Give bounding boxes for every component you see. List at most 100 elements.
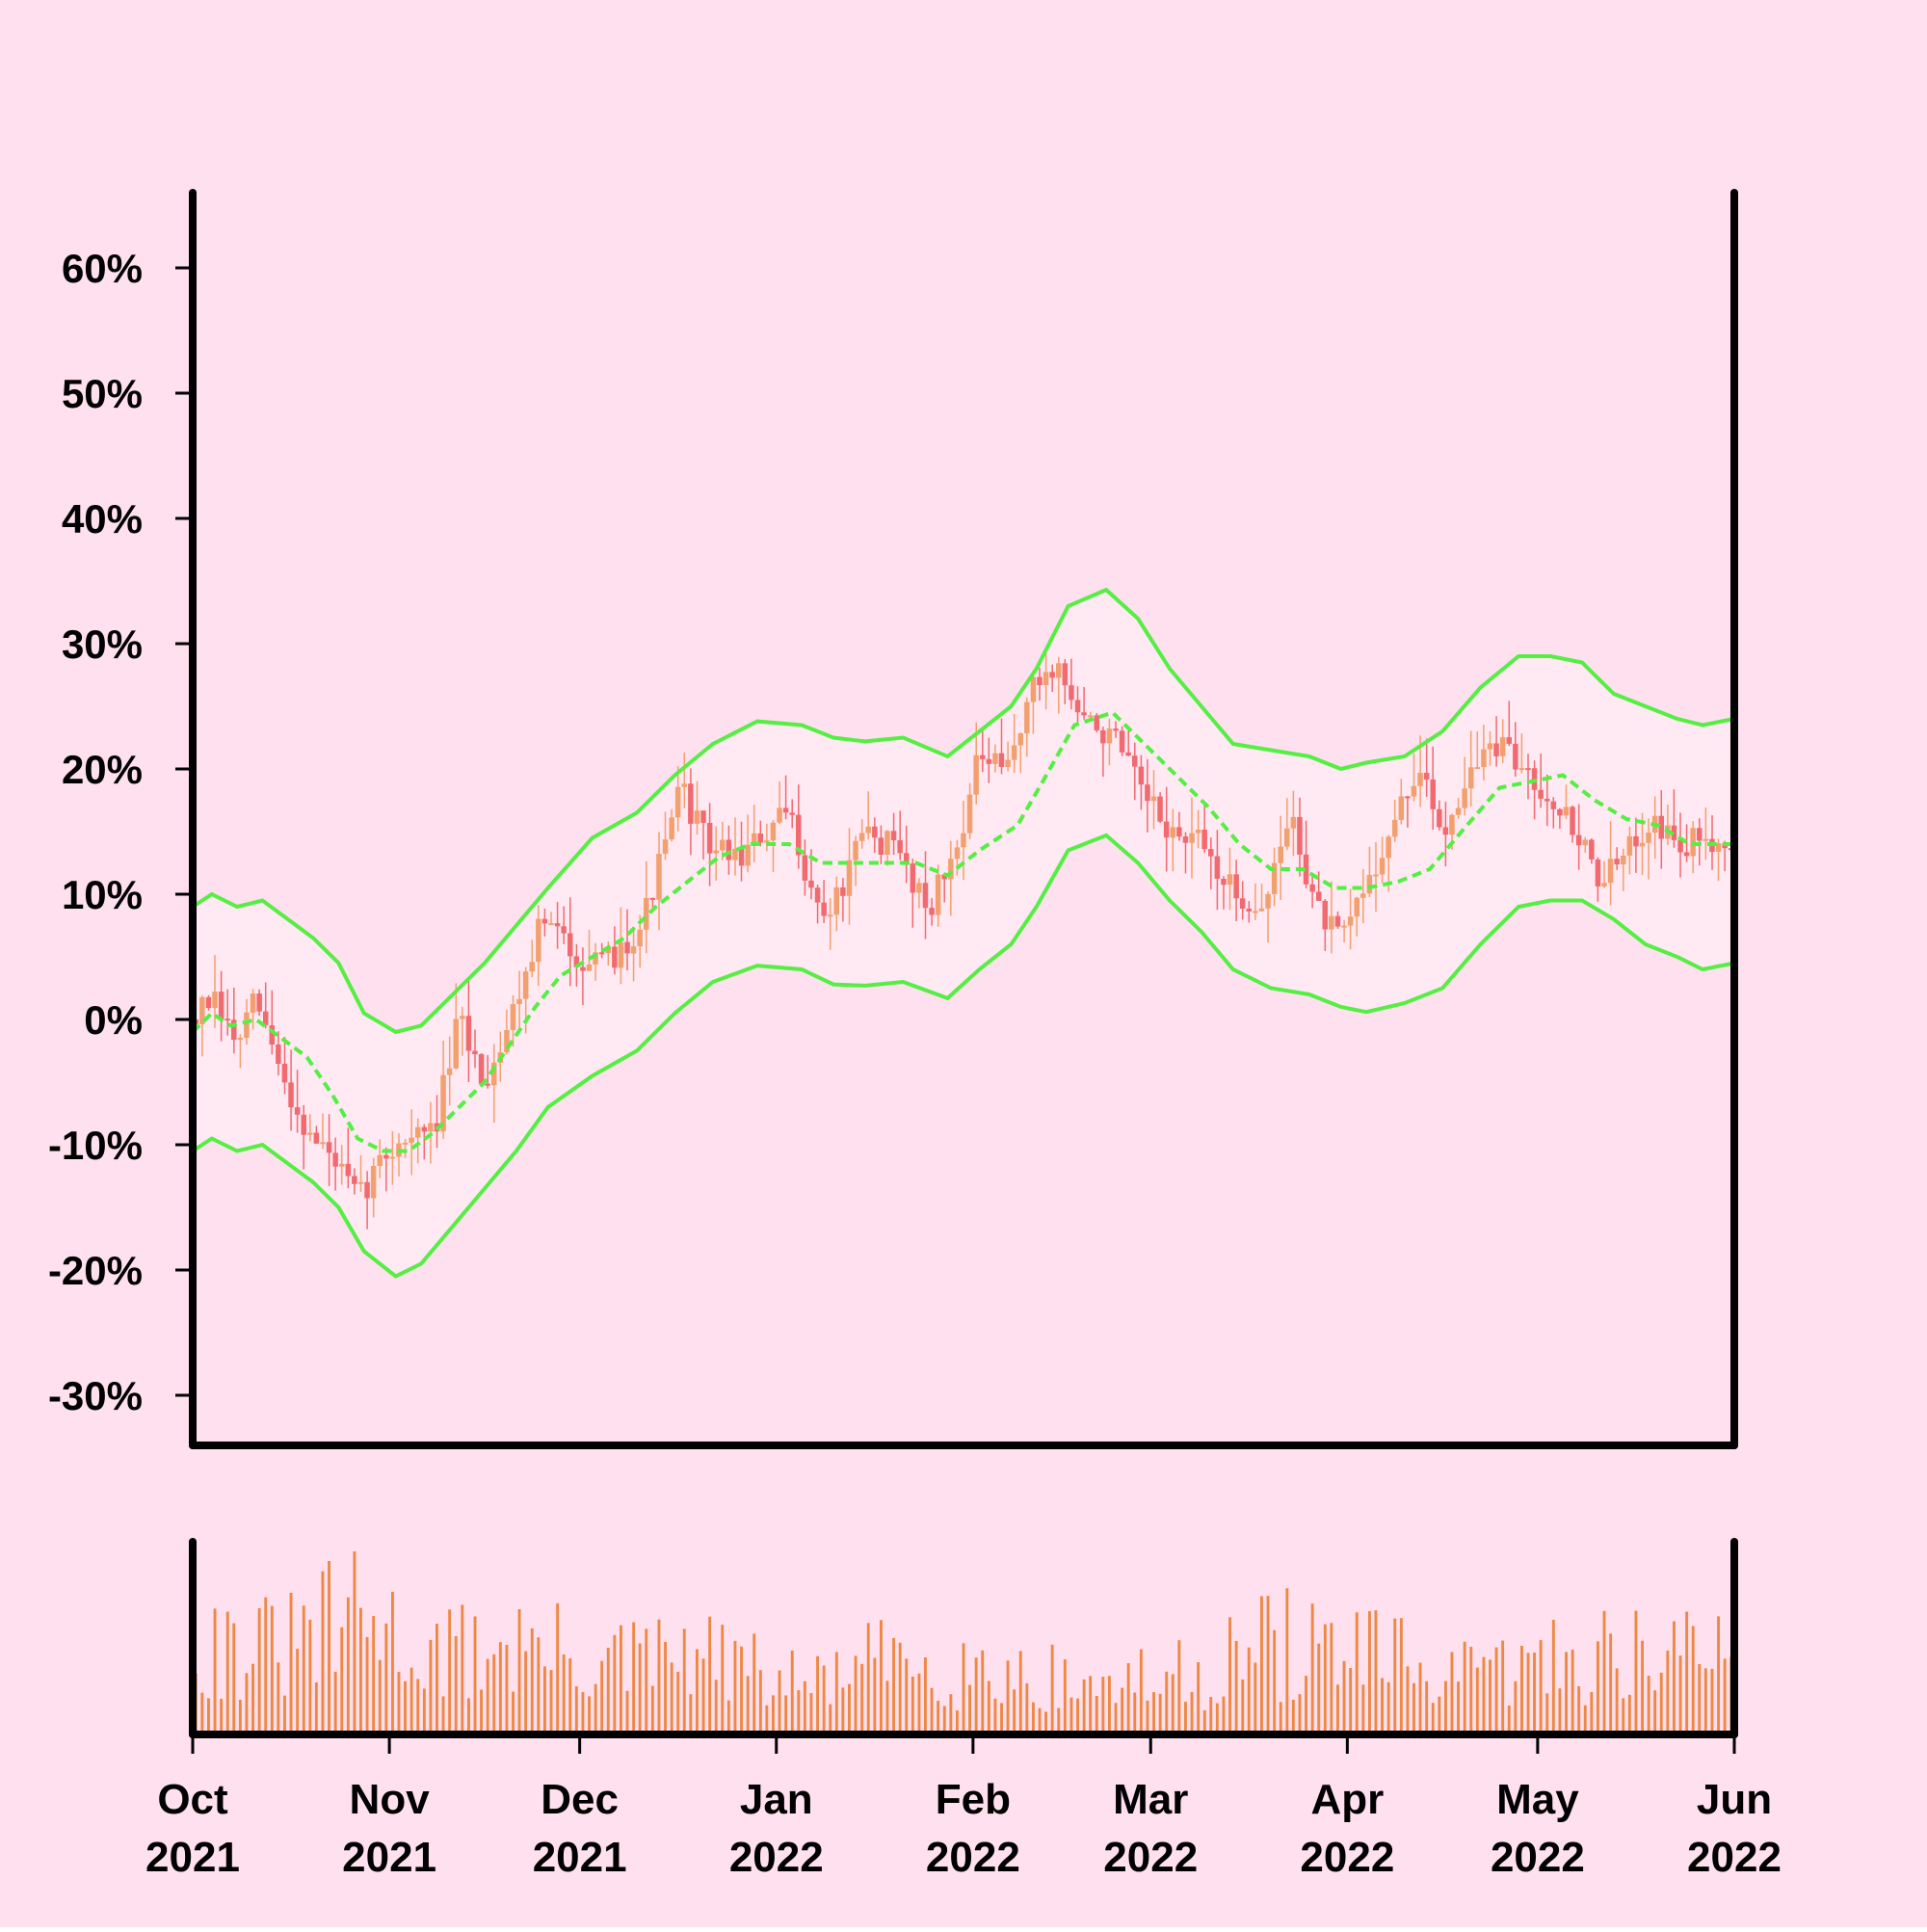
candle-body [1639, 842, 1646, 847]
volume-bar [740, 1646, 743, 1734]
volume-bar [1551, 1620, 1555, 1734]
candle-body [529, 962, 535, 972]
volume-bar [1228, 1617, 1231, 1734]
candle-body [199, 996, 205, 1024]
volume-bar [225, 1611, 229, 1734]
volume-bar [1393, 1618, 1397, 1734]
volume-bar [1691, 1626, 1695, 1734]
volume-bar [689, 1694, 693, 1734]
volume-bar [758, 1670, 762, 1734]
candle-body [1253, 911, 1258, 913]
x-tick-year-label: 2022 [1103, 1834, 1198, 1881]
candle-body [465, 1016, 472, 1051]
candle-body [1017, 733, 1023, 746]
volume-bar [701, 1658, 705, 1734]
volume-bar [1000, 1703, 1003, 1734]
candle-body [872, 826, 878, 838]
volume-bar [1254, 1662, 1257, 1734]
volume-bar [556, 1602, 560, 1734]
volume-bar [1121, 1687, 1124, 1734]
volume-bar [1260, 1596, 1263, 1734]
volume-bar [841, 1687, 845, 1734]
volume-bar [1139, 1649, 1143, 1734]
volume-bar [733, 1640, 737, 1734]
candle-body [548, 923, 554, 926]
candle-body [1043, 672, 1049, 685]
volume-bar [1310, 1603, 1314, 1734]
x-tick-month-label: May [1496, 1776, 1579, 1823]
volume-bar [1425, 1681, 1429, 1734]
candle-body [1037, 676, 1043, 685]
volume-bar [664, 1642, 667, 1734]
volume-bar [1571, 1650, 1574, 1734]
x-tick-month-label: Dec [541, 1776, 619, 1823]
candle-body [453, 1019, 459, 1069]
candle-body [814, 887, 821, 903]
volume-bar [1165, 1671, 1169, 1734]
volume-bar [1190, 1691, 1194, 1734]
candle-body [1550, 801, 1557, 809]
volume-bar [333, 1671, 337, 1734]
candle-body [865, 826, 871, 834]
volume-bar [568, 1658, 572, 1734]
volume-bar [676, 1671, 680, 1734]
volume-bar [1386, 1681, 1390, 1734]
candle-body [1329, 915, 1334, 930]
volume-bar [264, 1597, 268, 1734]
candle-body [662, 839, 669, 855]
candle-body [681, 783, 687, 787]
volume-bar [480, 1689, 483, 1734]
volume-bar [816, 1655, 819, 1734]
volume-bar [537, 1637, 541, 1734]
volume-bar [1057, 1707, 1061, 1734]
candle-body [669, 817, 674, 839]
candle-body [1334, 915, 1341, 927]
candle-body [929, 908, 935, 915]
volume-bar [207, 1698, 210, 1734]
volume-bar [1653, 1690, 1657, 1734]
candle-body [916, 883, 922, 893]
candle-body [1347, 916, 1354, 926]
volume-bar [296, 1649, 300, 1734]
candle-body [890, 831, 897, 840]
candle-body [1703, 838, 1709, 841]
volume-bar [1025, 1683, 1029, 1734]
candle-body [1284, 828, 1290, 847]
volume-bar [1305, 1676, 1307, 1734]
x-tick-month-label: Apr [1310, 1776, 1384, 1823]
volume-bar [1634, 1610, 1638, 1734]
candle-body [1474, 767, 1481, 770]
volume-bar [1114, 1703, 1118, 1734]
volume-panel: Oct 2021 Nov 2021 Dec 2021 Jan 2022 Feb 2022 Mar 20… [145, 1538, 1782, 1881]
volume-bar [543, 1666, 546, 1734]
volume-bar [726, 1700, 730, 1734]
volume-bar [1622, 1698, 1625, 1734]
x-tick-year-label: 2021 [342, 1834, 436, 1881]
volume-bar [1177, 1640, 1181, 1734]
volume-bar [613, 1634, 617, 1734]
candle-body [1525, 768, 1531, 771]
candle-body [1386, 836, 1391, 859]
volume-bar [1298, 1694, 1302, 1734]
candle-body [649, 897, 656, 900]
volume-bar [486, 1658, 489, 1734]
candle-body [212, 992, 218, 1009]
volume-bar [1038, 1707, 1042, 1734]
candle-body [1246, 909, 1252, 912]
volume-bar [251, 1663, 254, 1734]
candle-body [922, 883, 929, 909]
candle-body [833, 887, 839, 915]
volume-bar [492, 1654, 496, 1734]
volume-bar [1089, 1676, 1093, 1734]
volume-bar [1444, 1681, 1447, 1734]
volume-bar [1647, 1676, 1650, 1734]
candle-body [1201, 830, 1207, 850]
candle-body [205, 996, 212, 1009]
candle-body [1677, 839, 1683, 853]
candle-body [1582, 839, 1588, 846]
volume-bar [277, 1662, 280, 1734]
price-panel: -30% -20% -10% 0% 10% 20% 30% 40% 50% 60% [48, 189, 1738, 1449]
candle-body [1557, 808, 1563, 816]
volume-bar [625, 1690, 629, 1734]
volume-bar [1368, 1611, 1371, 1734]
